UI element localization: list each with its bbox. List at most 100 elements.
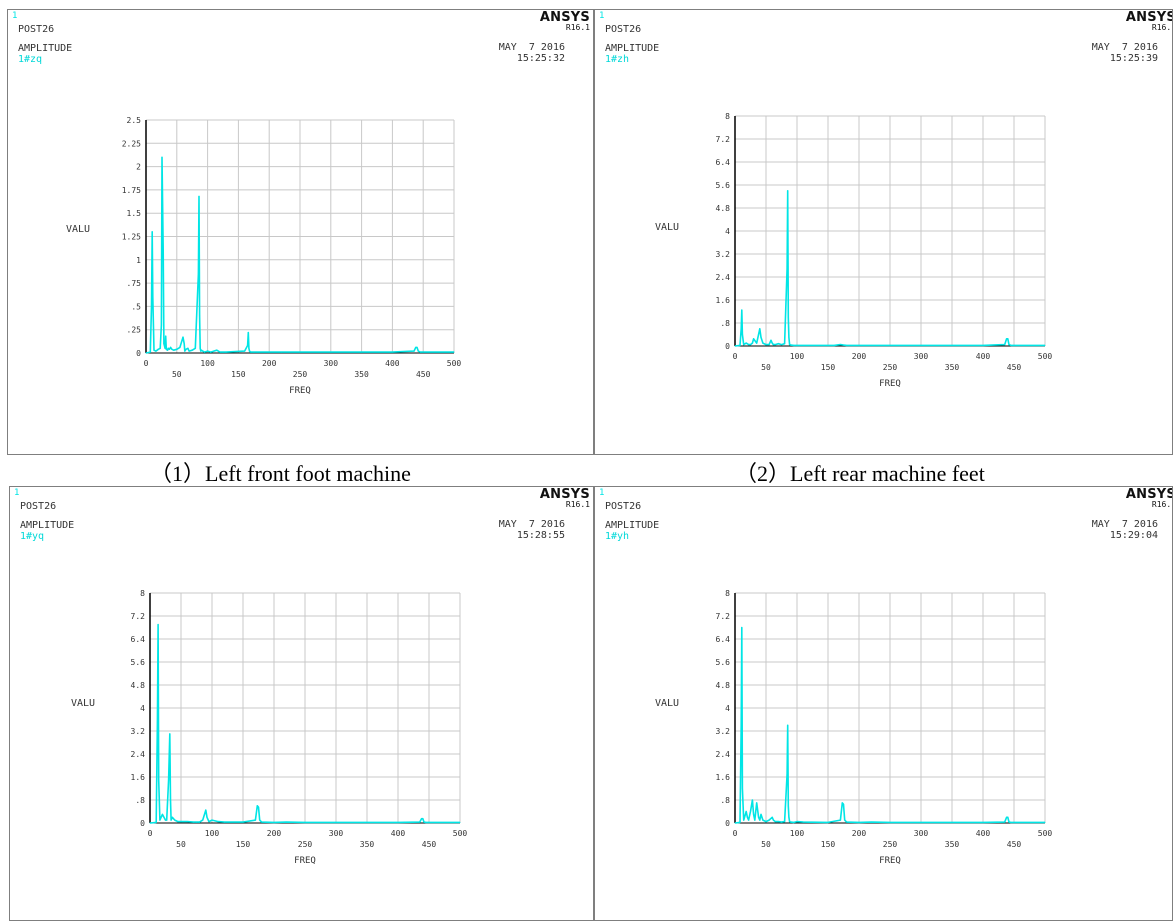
data-point [177, 820, 179, 823]
x-tick-label: 0 [144, 359, 149, 368]
data-point [397, 821, 399, 824]
data-point [179, 346, 181, 349]
data-point [199, 347, 201, 349]
y-tick-label: 2.5 [127, 116, 142, 125]
data-point [777, 820, 779, 823]
data-point [1008, 821, 1010, 823]
x-axis-label: FREQ [294, 856, 316, 866]
brand-name: ANSYS [1125, 487, 1173, 502]
x-tick-label: 250 [298, 840, 313, 849]
data-point [248, 350, 251, 352]
data-point [159, 819, 161, 821]
data-point [248, 347, 250, 349]
x-tick-label: 450 [422, 840, 437, 849]
data-point [920, 344, 922, 347]
data-point [786, 773, 788, 775]
data-point [739, 821, 741, 824]
x-axis-label: FREQ [289, 386, 311, 396]
data-point [734, 345, 736, 347]
data-point [787, 805, 789, 807]
data-point [833, 344, 835, 347]
date-label: MAY 7 2016 [1091, 519, 1158, 530]
data-point [155, 821, 157, 824]
amplitude-label: AMPLITUDE [605, 520, 660, 531]
data-point [150, 305, 153, 307]
data-point [982, 344, 984, 347]
data-point [160, 324, 162, 326]
data-point [765, 343, 767, 346]
y-tick-label: 2 [136, 163, 141, 172]
amplitude-label: AMPLITUDE [605, 43, 660, 54]
y-tick-label: 0 [140, 819, 145, 828]
series-label: 1#yh [605, 531, 630, 542]
data-point [780, 821, 783, 823]
data-point [765, 820, 767, 823]
data-point [870, 344, 872, 347]
data-point [459, 821, 461, 824]
data-point [759, 819, 761, 821]
data-point [188, 350, 190, 352]
data-point [299, 351, 301, 353]
data-point [1005, 816, 1008, 818]
data-point [242, 821, 244, 823]
data-point [858, 821, 860, 824]
data-point [247, 331, 249, 334]
data-point [145, 352, 147, 354]
version-label: R16.1 [565, 500, 590, 509]
y-tick-label: .8 [135, 796, 145, 805]
post-label: POST26 [605, 501, 642, 512]
data-point [257, 806, 260, 808]
x-tick-label: 50 [172, 370, 182, 379]
y-tick-label: 2.25 [122, 139, 141, 148]
data-point [1010, 344, 1012, 347]
chart-panel-left-rear: 1 POST26 AMPLITUDE 1#zh ANSYS R16.1 MAY … [594, 9, 1173, 455]
data-point [420, 818, 423, 820]
data-point [151, 231, 153, 233]
data-point [743, 819, 745, 821]
y-tick-label: .8 [720, 796, 730, 805]
data-point [158, 779, 160, 781]
data-point [192, 821, 194, 823]
data-point [774, 820, 776, 823]
data-point [951, 821, 953, 824]
data-point [870, 821, 872, 823]
y-tick-label: 4 [725, 227, 730, 236]
time-label: 15:25:32 [516, 53, 565, 64]
data-point [243, 350, 246, 352]
y-tick-label: 3.2 [131, 727, 146, 736]
data-point [425, 821, 427, 824]
data-point [796, 820, 798, 823]
date-label: MAY 7 2016 [498, 42, 565, 53]
y-tick-label: 3.2 [716, 250, 731, 259]
data-point [149, 822, 151, 824]
data-point [169, 733, 171, 735]
y-tick-label: 0 [725, 819, 730, 828]
x-tick-label: 400 [391, 829, 406, 838]
data-point [787, 724, 789, 726]
data-point [802, 344, 804, 347]
data-point [1044, 344, 1046, 347]
y-tick-label: 6.4 [131, 635, 146, 644]
y-tick-label: 1.25 [122, 233, 141, 242]
data-point [176, 348, 178, 350]
data-point [743, 343, 745, 346]
brand-name: ANSYS [539, 10, 590, 25]
data-point [268, 351, 270, 353]
version-label: R16.1 [1151, 500, 1172, 509]
y-tick-label: 1.75 [122, 186, 141, 195]
y-tick-label: 1.6 [716, 773, 731, 782]
data-point [173, 349, 175, 351]
data-point [163, 343, 165, 345]
ansys-logo: ANSYS R16.1 [540, 10, 590, 32]
data-point [790, 344, 792, 346]
data-point [748, 819, 750, 821]
data-point [259, 819, 261, 821]
x-tick-label: 250 [883, 840, 898, 849]
post-label: POST26 [20, 501, 57, 512]
data-point [217, 820, 219, 823]
x-tick-label: 50 [761, 840, 771, 849]
data-point [1005, 338, 1008, 340]
x-tick-label: 100 [790, 352, 805, 361]
x-tick-label: 450 [1007, 840, 1022, 849]
y-tick-label: 1 [136, 256, 141, 265]
